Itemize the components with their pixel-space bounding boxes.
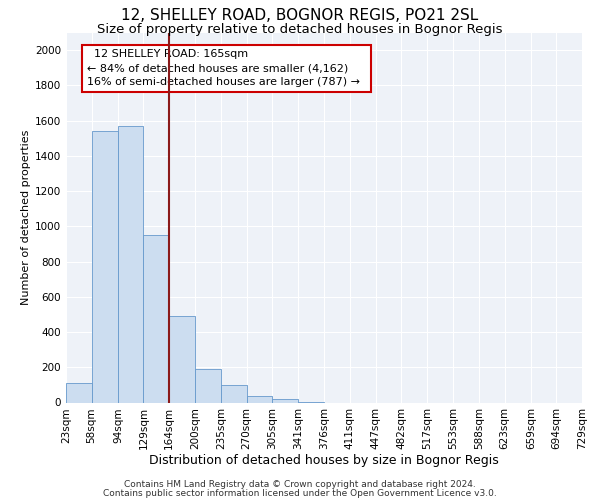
Text: 12, SHELLEY ROAD, BOGNOR REGIS, PO21 2SL: 12, SHELLEY ROAD, BOGNOR REGIS, PO21 2SL (121, 8, 479, 22)
Text: 12 SHELLEY ROAD: 165sqm
← 84% of detached houses are smaller (4,162)
16% of semi: 12 SHELLEY ROAD: 165sqm ← 84% of detache… (86, 49, 367, 87)
Text: Contains HM Land Registry data © Crown copyright and database right 2024.: Contains HM Land Registry data © Crown c… (124, 480, 476, 489)
Bar (169, 316, 196, 402)
Text: Size of property relative to detached houses in Bognor Regis: Size of property relative to detached ho… (97, 22, 503, 36)
Bar (247, 396, 272, 402)
X-axis label: Distribution of detached houses by size in Bognor Regis: Distribution of detached houses by size … (149, 454, 499, 466)
Y-axis label: Number of detached properties: Number of detached properties (21, 130, 31, 305)
Bar (221, 385, 247, 402)
Bar (272, 399, 298, 402)
Bar (118, 126, 143, 402)
Bar (92, 131, 118, 402)
Bar (196, 369, 221, 402)
Bar (143, 235, 169, 402)
Text: Contains public sector information licensed under the Open Government Licence v3: Contains public sector information licen… (103, 488, 497, 498)
Bar (66, 383, 92, 402)
